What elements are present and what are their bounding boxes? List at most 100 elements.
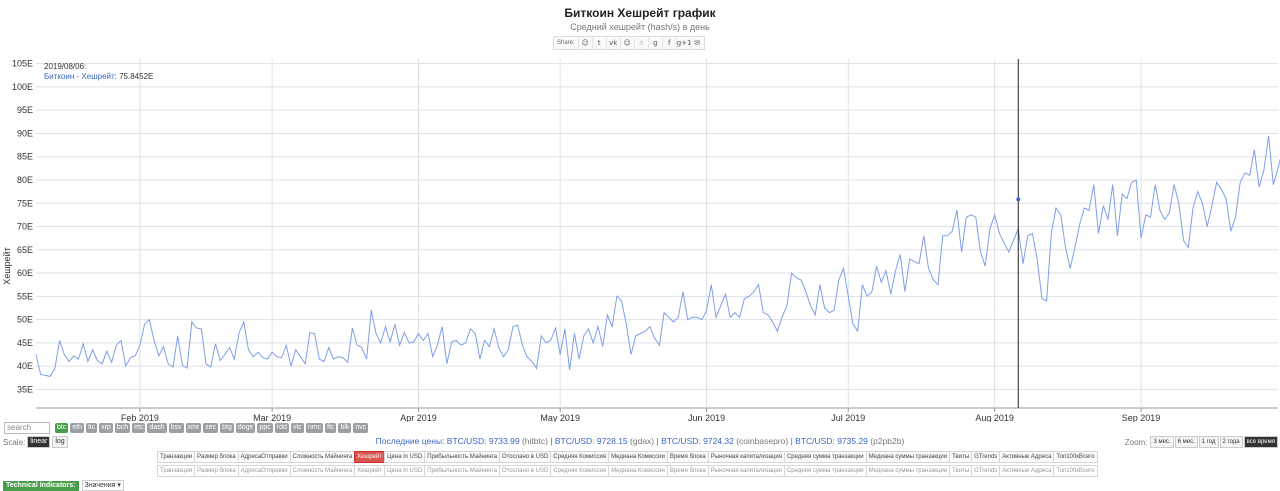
x-tick-label: Sep 2019 [1122,413,1161,422]
y-tick-label: 105E [12,59,33,69]
tab-primary[interactable]: Топ100кВсего [1053,451,1098,463]
y-tick-label: 60E [17,268,33,278]
tab-primary[interactable]: Сложность Майнинга [289,451,356,463]
price-item[interactable]: BTC/USD: 9733.99 (hitbtc) [446,436,548,446]
coin-button-etc[interactable]: etc [132,423,146,433]
tab-primary[interactable]: Отослано в USD [498,451,552,463]
coin-button-dash[interactable]: dash [147,423,167,433]
zoom-6m-button[interactable]: 6 мес. [1174,436,1198,448]
metric-tabs: Транзакции Размер блока АдресаОтправки Слож… [157,451,1098,463]
zoom-control: Zoom: 3 мес. 6 мес. 1 год 2 года все вре… [1125,436,1278,448]
x-tick-label: Mar 2019 [253,413,291,422]
coin-button-zec[interactable]: zec [203,423,219,433]
tab-primary[interactable]: Транзакции [157,451,196,463]
coin-button-eth[interactable]: eth [70,423,85,433]
tab-secondary[interactable]: Топ100кВсего [1053,465,1098,477]
tab-primary[interactable]: Хешрейт [354,451,386,463]
coin-button-bch[interactable]: bch [114,423,131,433]
x-tick-label: May 2019 [540,413,580,422]
coin-button-btg[interactable]: btg [220,423,234,433]
mail-icon[interactable]: ✉ [689,37,704,49]
chart-tooltip: 2019/08/06: Биткоин - Хешрейт: 75.8452E [44,62,153,82]
tab-secondary[interactable]: Размер блока [194,465,239,477]
coin-button-btc[interactable]: btc [55,423,69,433]
coin-button-ppc[interactable]: ppc [257,423,273,433]
tab-secondary[interactable]: АдресаОтправки [237,465,291,477]
vk-icon[interactable]: vk [605,37,620,49]
coin-button-bsv[interactable]: bsv [168,423,184,433]
twitter-icon[interactable]: t [591,37,606,49]
tab-secondary[interactable]: Твиты [949,465,973,477]
coin-button-ftc[interactable]: ftc [325,423,337,433]
coin-button-vtc[interactable]: vtc [290,423,304,433]
coin-button-nmc[interactable]: nmc [305,423,324,433]
series-line-0 [35,135,1280,377]
tab-primary[interactable]: Активные Адреса [999,451,1055,463]
scale-linear-button[interactable]: linear [27,436,51,448]
tab-secondary[interactable]: Средняя Комиссия [550,465,610,477]
reddit-icon[interactable]: ☺ [577,37,592,49]
y-tick-label: 70E [17,222,33,232]
tab-secondary[interactable]: Медиана Комиссии [608,465,668,477]
tab-primary[interactable]: Рыночная капитализация [707,451,785,463]
tab-primary[interactable]: Средняя сумма транзакции [783,451,867,463]
coin-button-ltc[interactable]: ltc [86,423,98,433]
tab-primary[interactable]: Время блока [666,451,709,463]
y-tick-label: 50E [17,315,33,325]
google-icon[interactable]: g [647,37,662,49]
tooltip-series: Биткоин - Хешрейт [44,72,115,81]
search-input[interactable]: search [4,422,50,434]
coin-button-nvc[interactable]: nvc [353,423,369,433]
zoom-2y-button[interactable]: 2 года [1219,436,1243,448]
tab-secondary[interactable]: Средняя сумма транзакции [783,465,867,477]
tab-primary[interactable]: Цена in USD [384,451,426,463]
zoom-1y-button[interactable]: 1 год [1198,436,1219,448]
x-tick-label: Jul 2019 [831,413,865,422]
zoom-all-button[interactable]: все время [1243,436,1278,448]
coin-button-doge[interactable]: doge [235,423,256,433]
coin-button-xrp[interactable]: xrp [99,423,113,433]
coin-button-rdd[interactable]: rdd [274,423,289,433]
gplus-icon[interactable]: g+1 [675,37,692,49]
hashrate-chart[interactable]: 35E 40E 45E 50E 55E 60E 65E 70E 75E 80E 85E 90E 95E 1… [0,56,1280,422]
tab-secondary[interactable]: GTrends [971,465,1001,477]
tab-secondary[interactable]: Хешрейт [354,465,386,477]
reddit-icon[interactable]: ☺ [619,37,634,49]
coin-selector: search btc eth ltc xrp bch etc dash bsv xmr zec bt… [4,422,369,434]
scale-log-button[interactable]: log [52,436,68,448]
price-item[interactable]: BTC/USD: 9728.15 (gdax) [554,436,655,446]
y-tick-label: 55E [17,291,33,301]
coin-button-blk[interactable]: blk [338,423,352,433]
facebook-icon[interactable]: f [661,37,676,49]
y-tick-label: 80E [17,175,33,185]
x-tick-label: Jun 2019 [688,413,725,422]
tab-primary[interactable]: Медиана суммы транзакции [865,451,951,463]
tab-secondary[interactable]: Отослано в USD [498,465,552,477]
tab-secondary[interactable]: Сложность Майнинга [289,465,356,477]
tab-secondary[interactable]: Прибыльность Майнинга [424,465,500,477]
tab-primary[interactable]: Твиты [949,451,973,463]
tab-primary[interactable]: Медиана Комиссии [608,451,668,463]
tab-secondary[interactable]: Активные Адреса [999,465,1055,477]
tab-primary[interactable]: Размер блока [194,451,239,463]
x-tick-label: Apr 2019 [400,413,437,422]
tab-secondary[interactable]: Рыночная капитализация [707,465,785,477]
zoom-3m-button[interactable]: 3 мес. [1150,436,1174,448]
like-icon[interactable]: ☝ [633,37,648,49]
tab-primary[interactable]: Прибыльность Майнинга [424,451,500,463]
tab-secondary[interactable]: Время блока [666,465,709,477]
tab-primary[interactable]: GTrends [971,451,1001,463]
price-item[interactable]: BTC/USD: 9735.29 (p2pb2b) [795,436,905,446]
tooltip-date: 2019/08/06: [44,62,87,71]
tab-secondary[interactable]: Транзакции [157,465,196,477]
price-item[interactable]: BTC/USD: 9724.32 (coinbasepro) [661,436,789,446]
tab-secondary[interactable]: Цена in USD [384,465,426,477]
share-label: Share: [557,40,575,46]
values-dropdown[interactable]: Значения ▾ [81,480,124,491]
coin-button-xmr[interactable]: xmr [185,423,202,433]
technical-indicators-label: Technical Indicators: [3,480,79,491]
tab-secondary[interactable]: Медиана суммы транзакции [865,465,951,477]
tab-primary[interactable]: АдресаОтправки [237,451,291,463]
tab-primary[interactable]: Средняя Комиссия [550,451,610,463]
y-axis-label: Хешрейт [2,247,12,284]
